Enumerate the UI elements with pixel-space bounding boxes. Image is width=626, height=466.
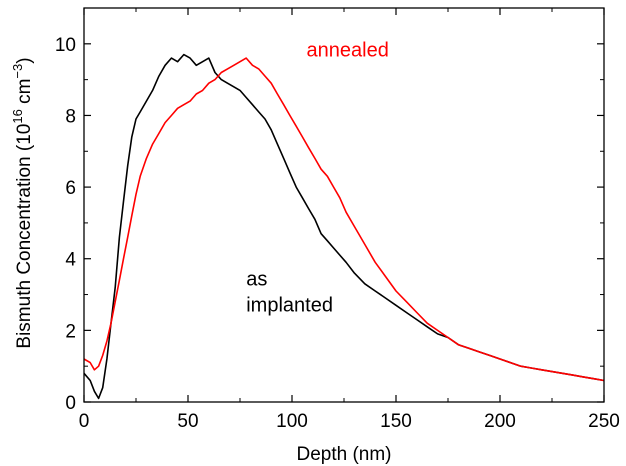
y-axis-title: Bismuth Concentration (1016 cm−3)	[10, 57, 35, 348]
y-tick-label: 6	[65, 178, 76, 199]
series-line-annealed	[83, 57, 605, 382]
annotations: annealed as implanted	[246, 39, 389, 316]
y-tick-label: 8	[65, 106, 76, 127]
y-tick-label: 2	[65, 321, 76, 342]
x-axis-title: Depth (nm)	[296, 444, 391, 465]
x-tick-label: 50	[177, 411, 198, 432]
y-axis-title-suffix: )	[14, 57, 35, 63]
y-tick-label: 4	[65, 250, 76, 271]
series-line-as_implanted	[83, 53, 605, 400]
x-tick-label: 250	[588, 411, 620, 432]
series-layer	[83, 53, 605, 400]
tick-labels: 0 50 100 150 200 250 0 2 4 6 8 10	[55, 35, 620, 432]
x-tick-label: 100	[276, 411, 308, 432]
ticks-layer	[83, 8, 605, 403]
y-axis-title-unit: cm	[14, 79, 35, 110]
annotation-as-implanted: as implanted	[246, 269, 333, 317]
y-axis-title-prefix: Bismuth Concentration (10	[14, 124, 35, 349]
y-axis-title-exp2: −3	[10, 64, 25, 79]
annotation-annealed: annealed	[307, 39, 389, 61]
y-tick-label: 10	[55, 35, 76, 56]
x-tick-label: 150	[380, 411, 412, 432]
plot-frame	[83, 7, 605, 403]
x-tick-label: 200	[484, 411, 516, 432]
y-axis-title-exp1: 16	[10, 109, 25, 123]
x-tick-label: 0	[79, 411, 90, 432]
y-tick-label: 0	[65, 393, 76, 414]
